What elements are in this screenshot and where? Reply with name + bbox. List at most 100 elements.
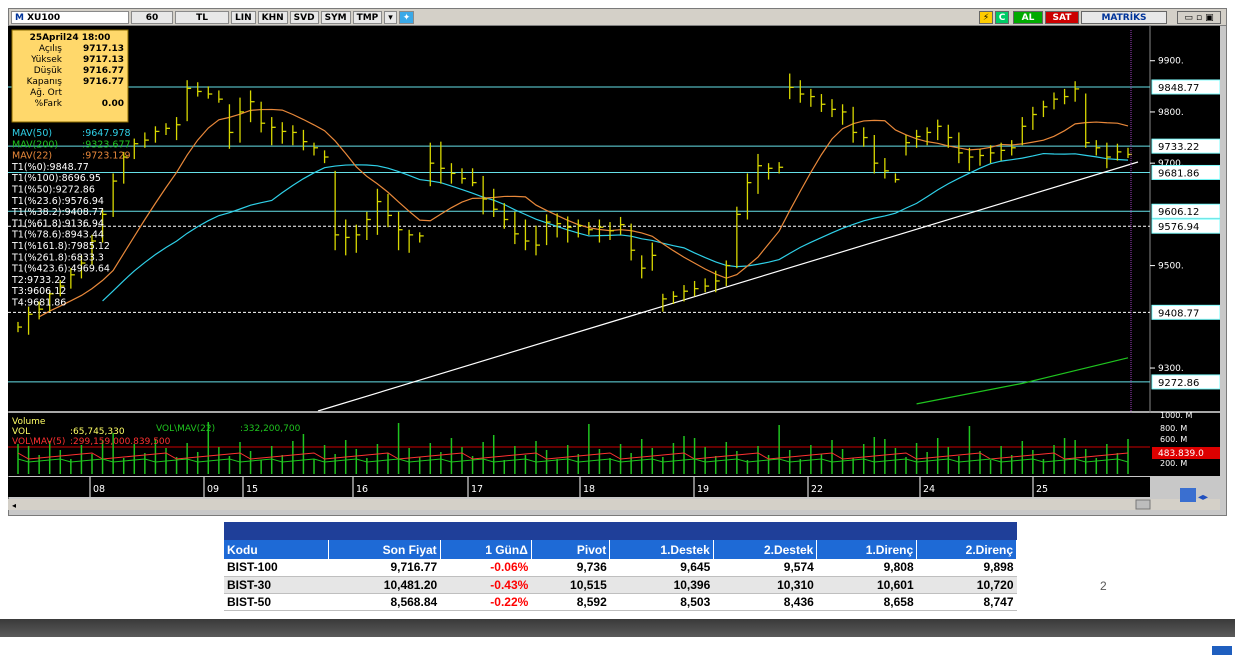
table-row: BIST-30 10,481.20 -0.43% 10,515 10,396 1… xyxy=(224,576,1017,594)
price-tag-text: 9606.12 xyxy=(1158,207,1199,218)
tmp-button[interactable]: TMP xyxy=(352,10,383,24)
unit-selector[interactable]: TL xyxy=(175,10,229,24)
sat-button[interactable]: SAT xyxy=(1045,11,1079,24)
info-label: Kapanış xyxy=(27,77,63,87)
vol-axis-200: 200. M xyxy=(1160,459,1187,468)
dropdown-arrow-icon[interactable]: ▾ xyxy=(384,10,397,24)
cell-degisim: -0.43% xyxy=(440,576,532,594)
col-gun-degisim: 1 GünΔ xyxy=(440,540,532,559)
al-button[interactable]: AL xyxy=(1013,11,1043,24)
mav22-line xyxy=(38,108,1129,318)
vol-tag xyxy=(1152,447,1220,459)
cell-pivot: 8,592 xyxy=(531,593,610,611)
date-label: 08 xyxy=(93,484,105,495)
page-number: 2 xyxy=(1100,579,1107,593)
price-axis-label: 9700. xyxy=(1158,159,1184,169)
indicator-label: T1(%38.2):9408.77 xyxy=(11,207,104,218)
vol-axis-800: 800. M xyxy=(1160,424,1187,433)
lightning-icon[interactable]: ⚡ xyxy=(979,11,993,24)
scrollbar-track[interactable] xyxy=(8,499,1220,510)
col-destek-1: 1.Destek xyxy=(609,540,714,559)
price-chart[interactable]: 9900. 9800. 9700. 9500. 9300. 9848.77 9733.22… xyxy=(8,26,1220,516)
price-tag xyxy=(1151,203,1220,219)
table-row: BIST-50 8,568.84 -0.22% 8,592 8,503 8,43… xyxy=(224,593,1017,611)
scroll-thumb[interactable] xyxy=(1135,499,1151,510)
date-label: 24 xyxy=(923,484,935,495)
price-axis-labels: 9900. 9800. 9700. 9500. 9300. xyxy=(1150,57,1184,374)
vol-axis-1000: 1000. M xyxy=(1160,411,1192,420)
table-header: Kodu Son Fiyat 1 GünΔ Pivot 1.Destek 2.D… xyxy=(224,540,1017,559)
refresh-c-icon[interactable]: C xyxy=(995,11,1009,24)
price-panel-bg xyxy=(8,26,1150,411)
info-value: 9717.13 xyxy=(83,55,124,65)
info-label: Ağ. Ort xyxy=(30,88,62,98)
window-controls-icon[interactable]: ▭ ▫ ▣ xyxy=(1177,11,1221,24)
cell-direnc-1: 9,808 xyxy=(816,559,917,577)
indicator-label: T3:9606.12 xyxy=(11,286,66,297)
info-value: 9717.13 xyxy=(83,44,124,54)
col-pivot: Pivot xyxy=(531,540,611,559)
price-axis-label: 9300. xyxy=(1158,364,1184,374)
indicator-label: T1(%78.6):8943.44 xyxy=(11,230,104,241)
indicator-label: MAV(50) xyxy=(12,128,52,139)
vol-value: :65,745,330 xyxy=(70,427,125,437)
price-tag-text: 9272.86 xyxy=(1158,378,1199,389)
cell-degisim: -0.06% xyxy=(440,559,532,577)
chart-toolbar: M XU100 60 TL LIN KHN SVD SYM TMP ▾ ✦ ⚡ … xyxy=(9,9,1226,26)
indicator-label: T2:9733.22 xyxy=(11,275,66,286)
scroll-left-icon[interactable]: ◂ xyxy=(12,501,16,510)
index-table: Kodu Son Fiyat 1 GünΔ Pivot 1.Destek 2.D… xyxy=(224,522,1017,611)
cell-destek-2: 10,310 xyxy=(713,576,817,594)
indicator-label: T1(%423.6):4969.64 xyxy=(11,264,110,275)
col-kodu: Kodu xyxy=(224,540,329,559)
indicator-label: T1(%261.8):6833.3 xyxy=(11,252,104,263)
col-destek-2: 2.Destek xyxy=(713,540,818,559)
symbol-selector[interactable]: M XU100 xyxy=(11,10,129,24)
price-tag xyxy=(1151,164,1220,180)
svd-button[interactable]: SVD xyxy=(289,10,319,24)
cell-kodu: BIST-50 xyxy=(224,593,329,611)
indicator-label: T1(%0):9848.77 xyxy=(11,162,89,173)
mav200-line xyxy=(916,357,1129,405)
date-label: 18 xyxy=(583,484,595,495)
info-value: 9716.77 xyxy=(83,77,124,87)
indicator-label: T1(%161.8):7985.12 xyxy=(11,241,110,252)
date-axis: 08 09 15 16 17 18 19 22 24 25 xyxy=(89,477,1048,497)
vol-mav22-line xyxy=(17,458,1129,463)
cell-degisim: -0.22% xyxy=(440,593,532,611)
sym-button[interactable]: SYM xyxy=(320,10,351,24)
col-direnc-1: 1.Direnç xyxy=(816,540,918,559)
indicator-label: T1(%61.8):9136.94 xyxy=(11,218,104,229)
indicator-value: :9323.677 xyxy=(82,139,131,150)
info-label: %Fark xyxy=(35,99,63,109)
period-selector[interactable]: 60 xyxy=(131,10,173,24)
trendline xyxy=(317,161,1139,412)
price-tag xyxy=(1151,218,1220,234)
cell-direnc-2: 8,747 xyxy=(916,593,1017,611)
sync-icon[interactable] xyxy=(1180,488,1196,502)
corner-logo-icon xyxy=(1212,646,1232,655)
info-date: 25April24 18:00 xyxy=(30,33,111,43)
twitter-icon[interactable]: ✦ xyxy=(398,10,415,24)
cell-direnc-2: 10,720 xyxy=(916,576,1017,594)
brand-label: MATRİKS xyxy=(1081,11,1167,24)
date-axis-corner xyxy=(1150,477,1220,497)
mav50-line xyxy=(102,152,1129,302)
lin-button[interactable]: LIN xyxy=(231,10,256,24)
cell-pivot: 9,736 xyxy=(531,559,610,577)
symbol-label: XU100 xyxy=(27,12,61,23)
date-label: 15 xyxy=(246,484,258,495)
info-value: 0.00 xyxy=(102,99,124,109)
khn-button[interactable]: KHN xyxy=(257,10,288,24)
price-tag xyxy=(1151,79,1220,95)
price-tag-text: 9733.22 xyxy=(1158,142,1199,153)
indicator-label: T1(%100):8696.95 xyxy=(11,173,101,184)
price-tag xyxy=(1151,138,1220,154)
info-value: 9716.77 xyxy=(83,66,124,76)
cell-destek-1: 10,396 xyxy=(609,576,714,594)
volume-axis-bg xyxy=(1150,413,1220,476)
nav-arrows-icon[interactable]: ◂▸ xyxy=(1198,492,1208,503)
cell-direnc-2: 9,898 xyxy=(916,559,1017,577)
price-axis-label: 9500. xyxy=(1158,262,1184,272)
volmav5-value: :299,159,000.839,500 xyxy=(70,437,171,447)
